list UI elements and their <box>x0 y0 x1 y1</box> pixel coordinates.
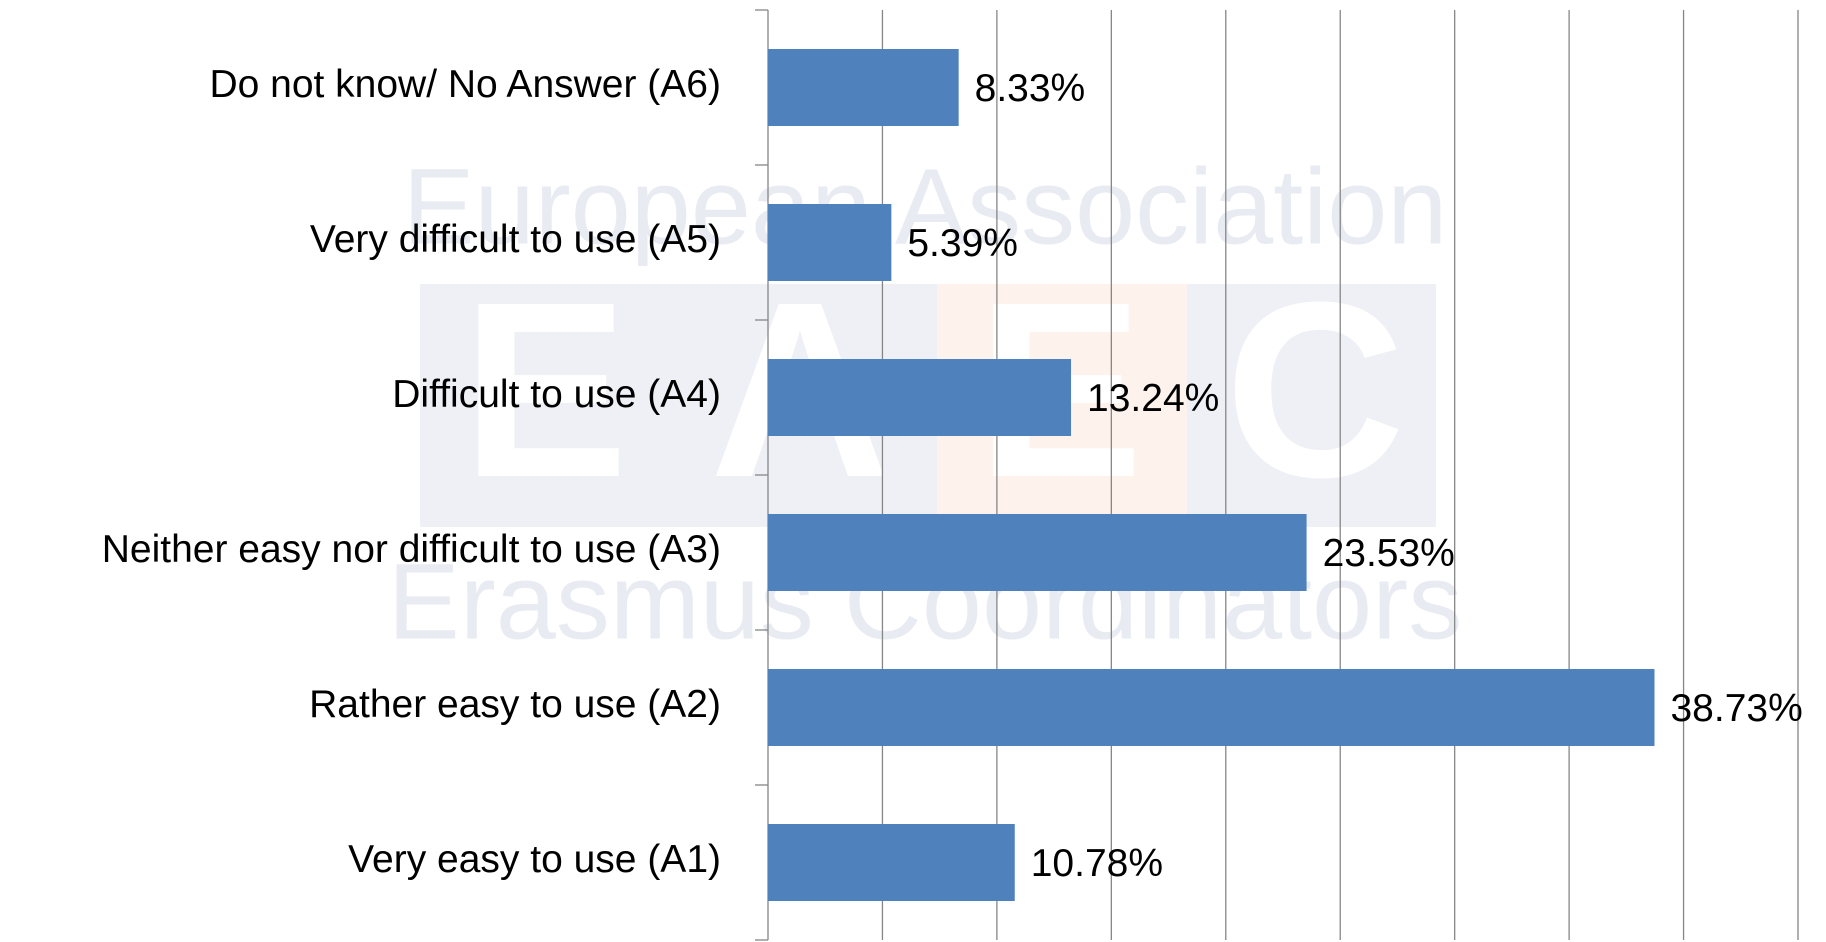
y-tick-label: Neither easy nor difficult to use (A3) <box>102 528 721 571</box>
y-tick-label: Rather easy to use (A2) <box>309 683 721 726</box>
value-label: 13.24% <box>1087 377 1219 420</box>
bar <box>768 359 1072 436</box>
value-label: 38.73% <box>1670 687 1802 730</box>
value-label: 5.39% <box>907 222 1018 265</box>
bar <box>768 514 1307 591</box>
bar <box>768 824 1015 901</box>
bar <box>768 669 1655 746</box>
watermark-letter: E <box>462 250 629 529</box>
value-label: 23.53% <box>1323 532 1455 575</box>
y-tick-label: Very easy to use (A1) <box>348 838 721 881</box>
watermark-text: European Association <box>403 146 1448 267</box>
y-tick-label: Do not know/ No Answer (A6) <box>209 63 721 106</box>
y-tick-label: Difficult to use (A4) <box>392 373 721 416</box>
watermark-letter: C <box>1225 250 1406 529</box>
value-label: 10.78% <box>1031 842 1163 885</box>
bar <box>768 204 892 281</box>
bar <box>768 49 959 126</box>
y-tick-label: Very difficult to use (A5) <box>310 218 721 261</box>
value-label: 8.33% <box>975 67 1086 110</box>
